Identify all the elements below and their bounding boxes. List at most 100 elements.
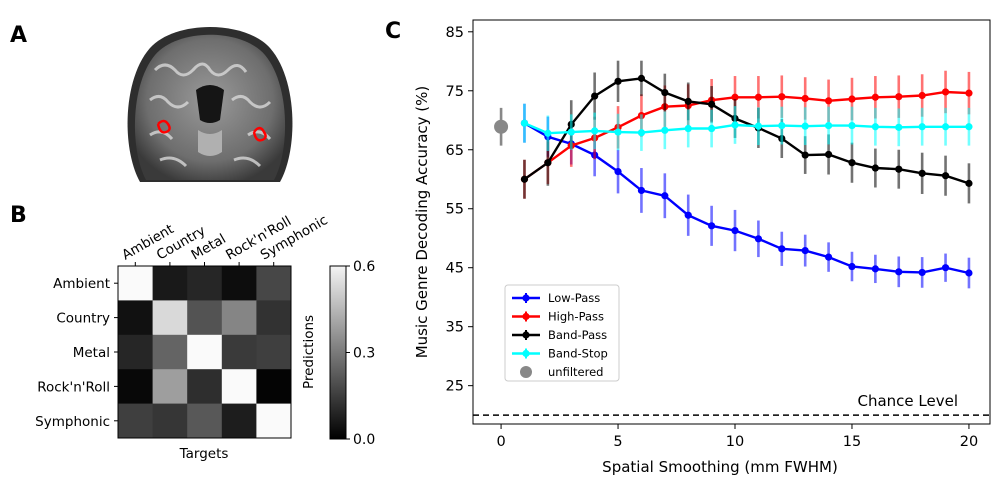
matrix-cell [118,266,154,301]
data-point [895,165,903,173]
y-tick-label: 35 [446,320,464,336]
data-point [824,150,833,159]
confusion-matrix [118,266,292,439]
y-tick-label: 45 [446,261,464,277]
data-point [801,247,809,255]
x-tick-label: 5 [613,434,622,450]
data-point [544,159,552,167]
data-point [801,151,809,159]
data-point [544,129,552,137]
confusion-matrix-row-labels: Ambient Country Metal Rock'n'Roll Symphonic [35,276,118,430]
legend-label: High-Pass [548,310,604,324]
data-point [614,167,622,176]
panel-label-b: B [10,203,27,228]
data-point [567,128,575,136]
row-label: Ambient [53,276,110,292]
data-point [801,122,809,130]
data-point [778,121,786,130]
data-point [661,126,669,134]
data-point [871,123,879,131]
data-point [801,94,809,103]
data-point [754,122,763,130]
x-axis-label: Spatial Smoothing (mm FWHM) [602,458,838,476]
series-line [523,77,970,185]
data-point [661,88,669,97]
legend-label: unfiltered [548,365,603,379]
series-low-pass [520,103,973,289]
legend-label: Band-Pass [548,328,607,342]
panel-label-c: C [385,19,401,44]
series-band-pass [520,60,973,204]
data-point [824,97,833,105]
legend-label: Band-Stop [548,347,608,361]
data-point [895,268,903,276]
matrix-cell [221,266,257,301]
series-high-pass [520,70,973,199]
data-point [494,119,509,134]
x-tick-label: 20 [960,434,978,450]
data-point [941,172,950,180]
matrix-cell [118,369,154,405]
x-tick-label: 0 [496,434,505,450]
matrix-cell [256,403,292,439]
matrix-cell [187,369,223,405]
data-point [941,88,950,96]
data-point [614,77,622,85]
y-tick-label: 55 [446,202,464,218]
confusion-matrix-xlabel: Targets [179,446,229,462]
data-point [965,89,973,97]
data-point [918,169,926,177]
series-line [524,122,969,135]
data-point [871,265,879,273]
colorbar-tick-label: 0.0 [353,432,375,448]
colorbar-label: Predictions [301,315,317,389]
data-point [871,93,879,101]
data-point [754,235,763,243]
matrix-cell [152,266,188,301]
x-tick-label: 15 [843,434,861,450]
data-point [848,121,856,130]
row-label: Country [56,311,110,327]
data-point [965,269,973,277]
matrix-cell [256,334,292,370]
data-point [731,93,739,101]
legend-marker [522,294,530,302]
matrix-cell [256,266,292,301]
data-point [918,123,926,131]
panel-label-a: A [10,23,27,48]
data-point [520,119,529,127]
data-point [871,164,879,172]
matrix-cell [221,334,257,370]
colorbar-tick-label: 0.3 [353,346,375,362]
legend-marker [522,349,530,358]
row-label: Symphonic [35,414,110,430]
colorbar-tick-label: 0.6 [353,259,375,275]
legend: Low-Pass High-Pass Band-Pass Band-Stop unfil… [504,284,620,382]
data-point [941,264,950,272]
colorbar-ticks: 0.6 0.3 0.0 [346,259,375,448]
matrix-cell [118,300,154,336]
chart-frame [472,19,991,425]
y-tick-label: 85 [446,25,464,41]
x-axis-ticks: 0 5 10 15 20 [496,424,978,450]
data-point [591,92,599,100]
data-point [848,262,856,271]
matrix-cell [221,369,257,405]
data-point [778,93,786,101]
data-point [824,253,833,261]
y-axis-label: Music Genre Decoding Accuracy (%) [413,86,431,359]
data-point [778,245,786,253]
legend-marker [522,312,530,321]
matrix-cell [221,300,257,336]
matrix-cell [152,300,188,336]
matrix-cell [118,403,154,439]
y-tick-label: 75 [446,84,464,100]
matrix-cell [221,403,257,439]
data-point [591,127,599,135]
data-point [708,124,716,133]
y-tick-label: 25 [446,379,464,395]
data-point [614,128,622,136]
data-point [918,91,926,100]
